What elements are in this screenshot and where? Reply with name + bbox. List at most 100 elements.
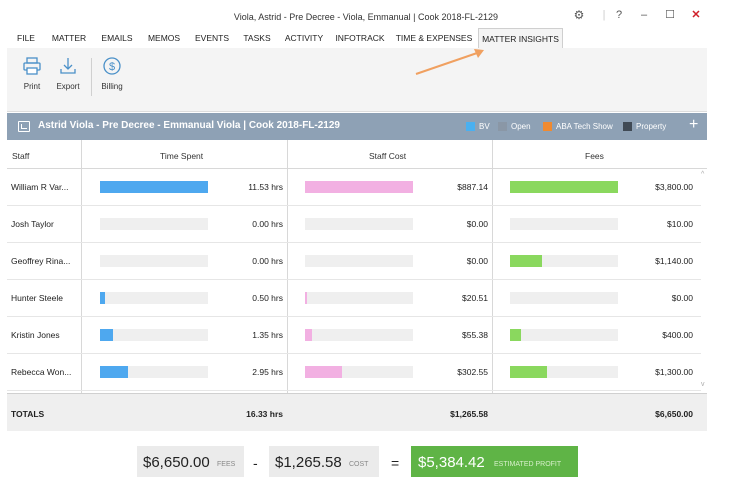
tab-activity[interactable]: ACTIVITY [284, 33, 324, 43]
fees-bar-track [510, 255, 618, 267]
fees-bar-track [510, 218, 618, 230]
scroll-up-icon[interactable]: ^ [701, 171, 705, 178]
time-bar-track [100, 255, 208, 267]
column-divider [81, 140, 82, 431]
fees-bar [510, 329, 521, 341]
profit-summary: $5,384.42 ESTIMATED PROFIT [411, 446, 578, 477]
svg-text:$: $ [109, 61, 115, 73]
billing-label: Billing [101, 82, 123, 91]
column-header-staff[interactable]: Staff [12, 151, 30, 161]
time-value: 1.35 hrs [252, 330, 283, 340]
cost-summary-value: $1,265.58 [275, 454, 342, 471]
cost-bar-track [305, 329, 413, 341]
fees-value: $1,300.00 [655, 367, 693, 377]
fees-bar-track [510, 329, 618, 341]
fees-value: $1,140.00 [655, 256, 693, 266]
dollar-icon: $ [94, 56, 130, 76]
tab-time-expenses[interactable]: TIME & EXPENSES [395, 33, 473, 43]
column-divider [492, 140, 493, 431]
time-bar-track [100, 292, 208, 304]
tab-matter-insights[interactable]: MATTER INSIGHTS [478, 28, 563, 49]
time-bar [100, 292, 105, 304]
cost-summary: $1,265.58 COST [269, 446, 379, 477]
time-bar [100, 181, 208, 193]
time-value: 2.95 hrs [252, 367, 283, 377]
staff-name: Kristin Jones [11, 330, 60, 340]
table-row[interactable]: Kristin Jones 1.35 hrs $55.38 $400.00 [7, 317, 701, 354]
legend-label: BV [479, 122, 490, 131]
billing-button[interactable]: $ Billing [94, 56, 130, 91]
cost-value: $0.00 [466, 256, 488, 266]
minus-sign: - [253, 455, 258, 471]
legend-label: Property [636, 122, 667, 131]
scroll-down-icon[interactable]: v [701, 381, 705, 388]
cost-bar-track [305, 255, 413, 267]
column-header-time[interactable]: Time Spent [160, 151, 204, 161]
tab-infotrack[interactable]: INFOTRACK [335, 33, 385, 43]
ribbon-toolbar: Print Export $ Billing [7, 48, 707, 112]
ribbon-divider [91, 58, 92, 96]
tab-file[interactable]: FILE [17, 33, 35, 43]
table-row[interactable]: William R Var... 11.53 hrs $887.14 $3,80… [7, 169, 701, 206]
table-row[interactable]: Josh Taylor 0.00 hrs $0.00 $10.00 [7, 206, 701, 243]
equals-sign: = [391, 455, 400, 471]
fees-summary-value: $6,650.00 [143, 454, 210, 471]
print-button[interactable]: Print [14, 56, 50, 91]
vertical-scrollbar[interactable]: ^ v [701, 169, 707, 392]
minimize-button[interactable]: – [640, 9, 648, 21]
fees-value: $0.00 [671, 293, 693, 303]
matter-header: Astrid Viola - Pre Decree - Emmanual Vio… [7, 113, 707, 140]
cost-value: $0.00 [466, 219, 488, 229]
cost-bar [305, 181, 413, 193]
tab-tasks[interactable]: TASKS [243, 33, 271, 43]
legend-label: ABA Tech Show [556, 122, 613, 131]
menu-bar: FILE MATTER EMAILS MEMOS EVENTS TASKS AC… [0, 28, 732, 49]
cost-value: $887.14 [457, 182, 488, 192]
fees-summary-label: FEES [217, 461, 236, 468]
tab-emails[interactable]: EMAILS [101, 33, 133, 43]
fees-bar-track [510, 292, 618, 304]
time-bar-track [100, 366, 208, 378]
cost-value: $55.38 [462, 330, 488, 340]
legend-swatch [623, 122, 632, 131]
add-icon[interactable]: + [689, 116, 699, 133]
profit-summary-value: $5,384.42 [418, 454, 485, 471]
column-header-fees[interactable]: Fees [585, 151, 604, 161]
cost-value: $20.51 [462, 293, 488, 303]
cost-bar [305, 366, 342, 378]
gear-icon[interactable]: ⚙ [573, 8, 585, 22]
maximize-button[interactable]: ☐ [665, 9, 675, 21]
table-row[interactable]: Geoffrey Rina... 0.00 hrs $0.00 $1,140.0… [7, 243, 701, 280]
legend-swatch [498, 122, 507, 131]
export-button[interactable]: Export [50, 56, 86, 91]
help-button[interactable]: ? [615, 9, 623, 21]
tab-matter[interactable]: MATTER [51, 33, 87, 43]
tab-memos[interactable]: MEMOS [147, 33, 181, 43]
title-separator: | [602, 9, 606, 21]
table-row[interactable]: Hunter Steele 0.50 hrs $20.51 $0.00 [7, 280, 701, 317]
fees-bar-track [510, 366, 618, 378]
fees-bar [510, 366, 547, 378]
window-title: Viola, Astrid - Pre Decree - Viola, Emma… [233, 12, 499, 22]
table-row[interactable]: Rebecca Won... 2.95 hrs $302.55 $1,300.0… [7, 354, 701, 391]
fees-bar [510, 181, 618, 193]
staff-name: Geoffrey Rina... [11, 256, 71, 266]
time-value: 0.50 hrs [252, 293, 283, 303]
title-bar: Viola, Astrid - Pre Decree - Viola, Emma… [0, 0, 732, 30]
column-header-cost[interactable]: Staff Cost [369, 151, 407, 161]
download-icon [50, 56, 86, 76]
cost-summary-label: COST [349, 461, 369, 468]
time-bar [100, 329, 113, 341]
tab-events[interactable]: EVENTS [194, 33, 229, 43]
totals-cost: $1,265.58 [450, 409, 488, 419]
staff-name: Josh Taylor [11, 219, 54, 229]
fees-bar-track [510, 181, 618, 193]
time-bar-track [100, 181, 208, 193]
column-headers: Staff Time Spent Staff Cost Fees [7, 140, 707, 169]
totals-label: TOTALS [11, 409, 45, 419]
time-value: 0.00 hrs [252, 219, 283, 229]
time-value: 0.00 hrs [252, 256, 283, 266]
column-divider [287, 140, 288, 431]
close-button[interactable]: ✕ [691, 9, 701, 21]
legend-swatch [543, 122, 552, 131]
